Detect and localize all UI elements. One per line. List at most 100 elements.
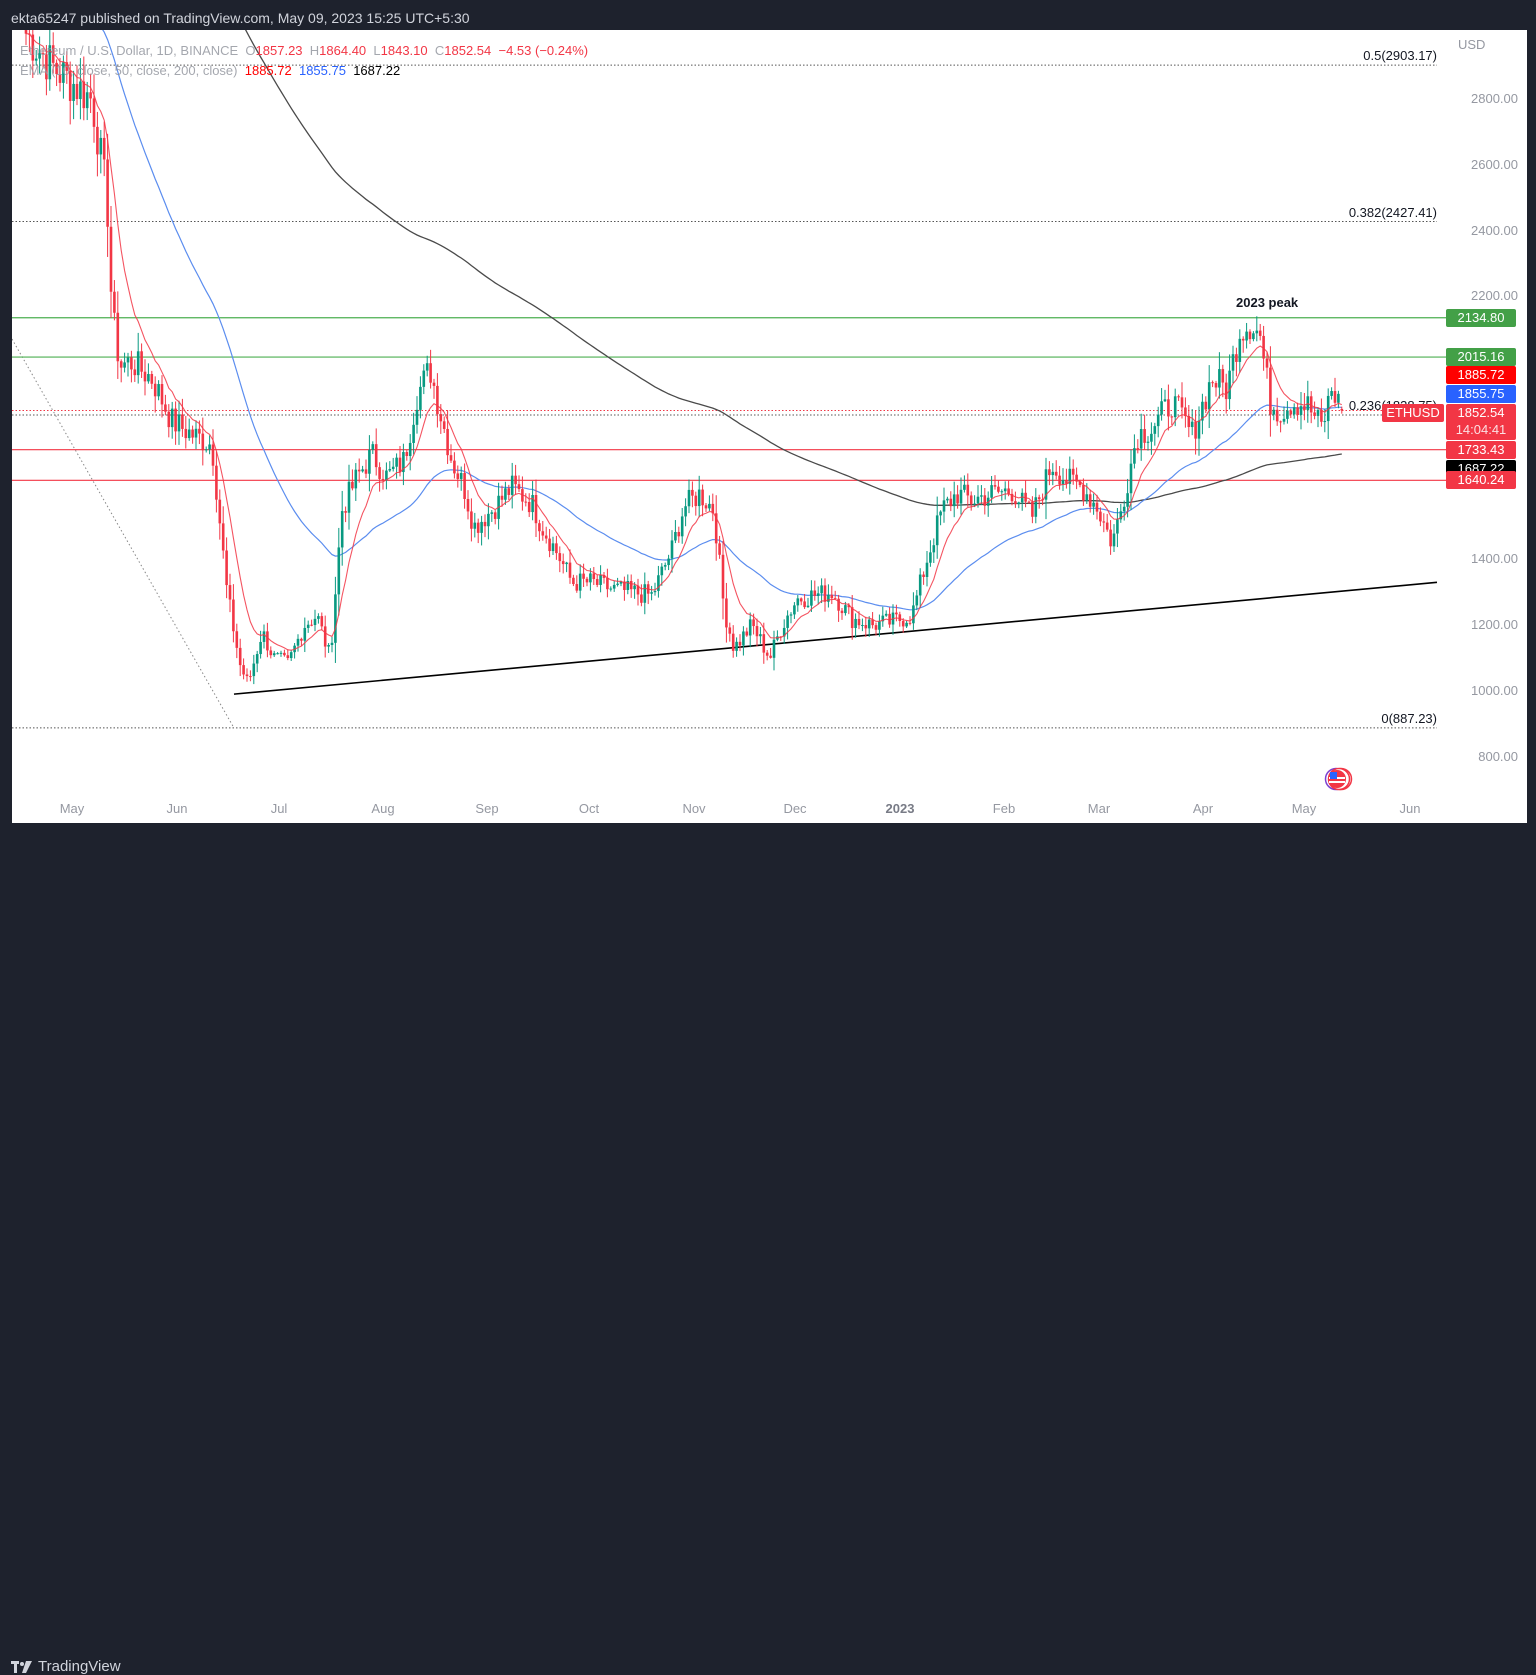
candle-body: [616, 583, 619, 585]
candle-body: [1333, 391, 1337, 403]
legend-ema-row: EMA (10, close, 50, close, 200, close) 1…: [20, 61, 588, 81]
candle-body: [939, 511, 942, 516]
candle-body: [252, 663, 256, 677]
candle-body: [262, 631, 266, 642]
candle-body: [619, 581, 623, 584]
legend-open: 1857.23: [255, 43, 303, 58]
candle-body: [130, 357, 133, 370]
candle-body: [286, 655, 290, 659]
candle-body: [126, 357, 130, 363]
candlestick-chart[interactable]: [12, 30, 1527, 823]
candle-body: [507, 488, 511, 495]
legend-ema50: 1855.75: [298, 63, 346, 78]
tradingview-logo[interactable]: TradingView: [11, 1658, 121, 1675]
candle-body: [697, 489, 701, 507]
candle-body: [463, 473, 466, 499]
candle-body: [623, 581, 626, 590]
candle-body: [755, 626, 759, 637]
candle-body: [255, 654, 259, 664]
fib-level-label: 0.5(2903.17): [1363, 48, 1437, 64]
time-tick: Apr: [1192, 801, 1214, 816]
candle-body: [34, 58, 38, 61]
candle-body: [473, 522, 477, 529]
candle-body: [901, 620, 905, 627]
candle-body: [606, 577, 609, 590]
candle-body: [340, 511, 344, 548]
candle-body: [1109, 529, 1112, 547]
candle-body: [1129, 463, 1133, 494]
candle-body: [820, 585, 823, 594]
candle-body: [327, 644, 330, 647]
candle-body: [1190, 421, 1194, 428]
candle-body: [687, 489, 691, 507]
candle-body: [1092, 502, 1095, 507]
candle-body: [201, 433, 205, 451]
ema50-line: [102, 30, 1342, 611]
fib-trend-line: [12, 338, 235, 729]
candle-body: [432, 382, 436, 386]
candle-body: [711, 503, 715, 514]
candle-body: [215, 465, 218, 500]
candle-body: [674, 531, 677, 541]
candle-body: [1034, 497, 1038, 517]
candle-body: [354, 469, 358, 489]
candle-body: [68, 70, 72, 101]
candle-body: [1167, 399, 1170, 417]
candle-body: [1170, 416, 1174, 418]
candle-body: [759, 634, 762, 637]
candle-body: [1099, 511, 1102, 522]
legend-symbol[interactable]: Ethereum / U.S. Dollar, 1D, BINANCE: [20, 43, 239, 58]
candle-body: [45, 54, 48, 80]
candle-body: [704, 505, 708, 509]
candle-body: [861, 625, 864, 627]
candle-body: [990, 485, 993, 498]
candle-body: [303, 627, 307, 641]
currency-label[interactable]: USD: [1458, 37, 1486, 52]
candle-body: [283, 652, 286, 656]
candle-body: [425, 363, 429, 371]
price-tick: 1200.00: [1471, 617, 1518, 633]
candle-body: [602, 575, 606, 578]
candle-body: [181, 414, 184, 429]
candle-body: [1085, 494, 1089, 501]
legend-ema-label[interactable]: EMA (10, close, 50, close, 200, close): [20, 63, 238, 78]
candle-body: [1231, 354, 1235, 371]
time-tick: Aug: [371, 801, 395, 816]
candle-body: [1014, 501, 1017, 505]
candle-body: [391, 466, 395, 470]
candle-body: [565, 562, 568, 565]
candle-body: [245, 674, 249, 677]
candle-body: [844, 605, 847, 614]
candle-body: [1309, 396, 1313, 413]
candle-body: [1279, 421, 1282, 423]
candle-body: [1238, 338, 1242, 362]
price-tick: 2600.00: [1471, 156, 1518, 172]
candle-body: [640, 594, 643, 603]
candle-body: [1146, 441, 1150, 443]
candle-body: [677, 531, 681, 537]
us-economic-event-icon[interactable]: [1322, 767, 1356, 791]
candle-body: [1289, 410, 1293, 415]
candle-body: [1262, 335, 1265, 359]
candle-body: [980, 495, 983, 497]
candle-body: [691, 489, 694, 496]
candle-body: [946, 498, 949, 501]
candle-body: [1037, 497, 1041, 500]
candle-body: [694, 495, 698, 507]
chart-pane[interactable]: Ethereum / U.S. Dollar, 1D, BINANCE O185…: [12, 30, 1527, 823]
candle-body: [1241, 338, 1245, 341]
candle-body: [847, 605, 851, 608]
level-badge-2015: 2015.16: [1446, 348, 1516, 367]
candle-body: [1102, 521, 1106, 523]
candle-body: [92, 98, 96, 127]
candle-body: [1136, 448, 1140, 450]
candle-body: [660, 566, 664, 576]
candle-body: [453, 460, 456, 474]
legend-change: −4.53 (−0.24%): [498, 43, 589, 58]
candle-body: [983, 495, 987, 506]
time-tick: Feb: [992, 801, 1016, 816]
candle-body: [1228, 370, 1231, 400]
candle-body: [1340, 408, 1344, 411]
candle-body: [599, 575, 602, 585]
candle-body: [388, 469, 392, 471]
